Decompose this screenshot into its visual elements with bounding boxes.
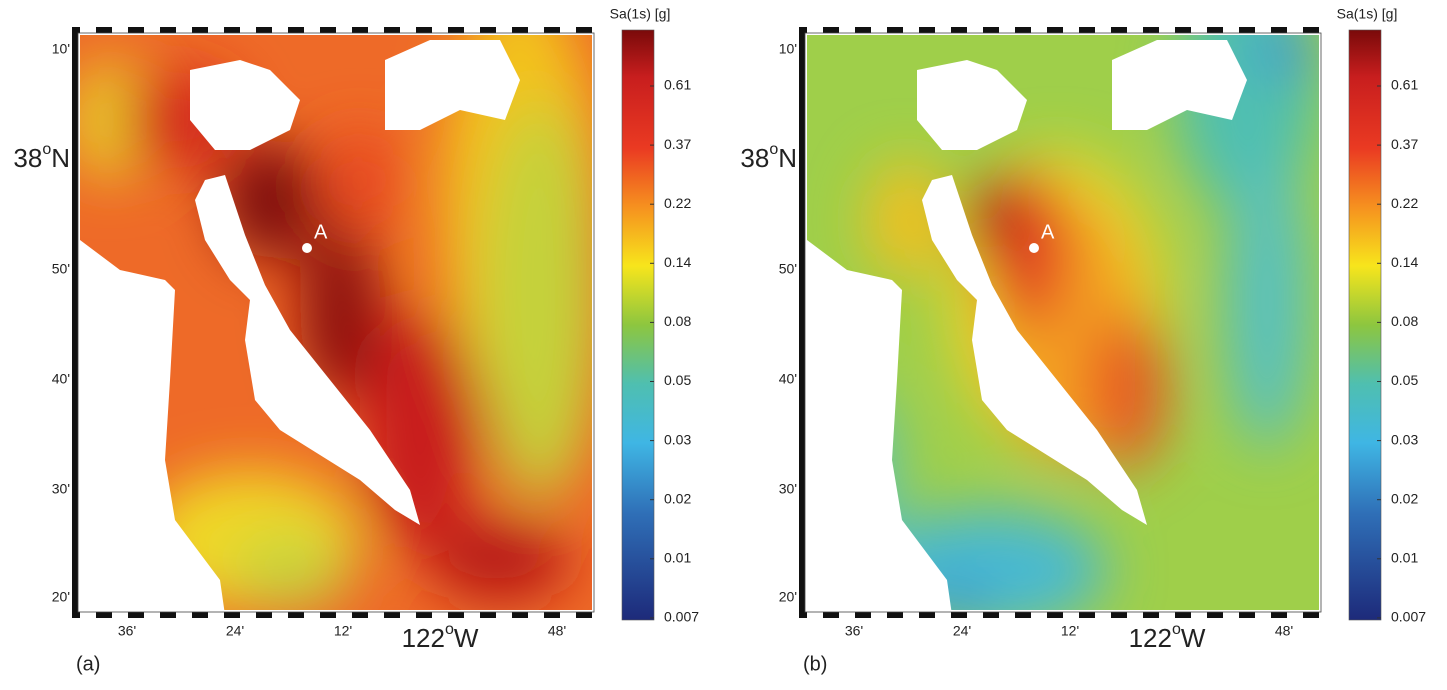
hemisphere: N	[51, 143, 70, 173]
degree-sign: o	[769, 141, 778, 158]
colorbar-tick-label: 0.22	[664, 195, 691, 211]
coordinate-label: 24'	[953, 623, 971, 639]
coordinate-label: 20'	[779, 589, 797, 605]
hazard-map	[807, 35, 1319, 610]
coordinate-label: 38oN	[13, 141, 70, 173]
hemisphere: W	[1181, 623, 1206, 653]
degree-number: 122	[1129, 623, 1172, 653]
panel-label: (b)	[803, 653, 827, 675]
coordinate-label: 24'	[226, 623, 244, 639]
colorbar	[1348, 29, 1382, 621]
water	[80, 240, 225, 610]
colorbar-tick-label: 0.14	[1391, 254, 1418, 270]
colorbar-tick-label: 0.01	[664, 550, 691, 566]
water	[190, 60, 300, 150]
coordinate-label: 48'	[1275, 623, 1293, 639]
shading-blob	[230, 530, 350, 610]
coordinate-label: 12'	[1061, 623, 1079, 639]
coordinate-label: 10'	[52, 41, 70, 57]
hemisphere: N	[778, 143, 797, 173]
colorbar-tick-label: 0.03	[1391, 431, 1418, 447]
map-shading	[80, 35, 592, 610]
shading-blob	[1227, 150, 1307, 450]
colorbar-tick-label: 0.007	[664, 609, 699, 625]
map-shading	[817, 35, 1317, 610]
coordinate-label: 122oW	[402, 621, 479, 653]
colorbar-tick-label: 0.61	[1391, 77, 1418, 93]
colorbar-tick-label: 0.14	[664, 254, 691, 270]
panel-label: (a)	[76, 653, 100, 675]
map-border	[72, 27, 600, 618]
coordinate-label: 38oN	[740, 141, 797, 173]
degree-number: 38	[13, 143, 42, 173]
colorbar-title: Sa(1s) [g]	[610, 6, 671, 22]
colorbar-tick-label: 0.61	[664, 77, 691, 93]
colorbar-tick-label: 0.01	[1391, 550, 1418, 566]
coordinate-label: 30'	[779, 481, 797, 497]
map-frame	[77, 32, 595, 613]
hazard-map	[80, 35, 592, 610]
coordinate-label: 50'	[52, 261, 70, 277]
degree-sign: o	[1172, 621, 1181, 638]
coordinate-label: 40'	[52, 371, 70, 387]
coordinate-label: 20'	[52, 589, 70, 605]
colorbar-tick-label: 0.03	[664, 431, 691, 447]
shading-blob	[360, 310, 480, 550]
coordinate-label: 122oW	[1129, 621, 1206, 653]
water	[917, 60, 1027, 150]
shading-blob	[430, 520, 570, 600]
coordinate-label: 36'	[118, 623, 136, 639]
water	[1112, 40, 1247, 130]
shading-blob	[1257, 35, 1317, 75]
colorbar-tick-label: 0.22	[1391, 195, 1418, 211]
degree-number: 122	[402, 623, 445, 653]
map-frame	[804, 32, 1322, 613]
degree-sign: o	[42, 141, 51, 158]
hemisphere: W	[454, 623, 479, 653]
water	[922, 175, 1147, 525]
water	[195, 175, 420, 525]
coordinate-label: 12'	[334, 623, 352, 639]
coordinate-label: 50'	[779, 261, 797, 277]
coordinate-label: 10'	[779, 41, 797, 57]
colorbar-tick-label: 0.37	[664, 136, 691, 152]
site-marker	[302, 243, 312, 253]
site-label: A	[314, 221, 328, 243]
colorbar-tick-label: 0.08	[664, 313, 691, 329]
degree-number: 38	[740, 143, 769, 173]
shading-blob	[220, 140, 320, 260]
coordinate-label: 36'	[845, 623, 863, 639]
colorbar-tick-label: 0.05	[1391, 372, 1418, 388]
coordinate-label: 40'	[779, 371, 797, 387]
water	[807, 240, 952, 610]
degree-sign: o	[445, 621, 454, 638]
colorbar-tick-label: 0.08	[1391, 313, 1418, 329]
colorbar-tick-label: 0.007	[1391, 609, 1426, 625]
colorbar-tick-label: 0.02	[1391, 490, 1418, 506]
shading-blob	[320, 130, 400, 230]
shading-blob	[480, 100, 592, 500]
site-label: A	[1041, 221, 1055, 243]
colorbar-tick-label: 0.05	[664, 372, 691, 388]
map-border	[799, 27, 1327, 618]
shading-blob	[967, 180, 1017, 260]
shading-blob	[1087, 310, 1167, 470]
colorbar	[621, 29, 655, 621]
shading-blob	[300, 220, 380, 400]
coordinate-label: 30'	[52, 481, 70, 497]
colorbar-title: Sa(1s) [g]	[1337, 6, 1398, 22]
colorbar-tick-label: 0.02	[664, 490, 691, 506]
water	[385, 40, 520, 130]
coordinate-label: 48'	[548, 623, 566, 639]
colorbar-tick-label: 0.37	[1391, 136, 1418, 152]
site-marker	[1029, 243, 1039, 253]
